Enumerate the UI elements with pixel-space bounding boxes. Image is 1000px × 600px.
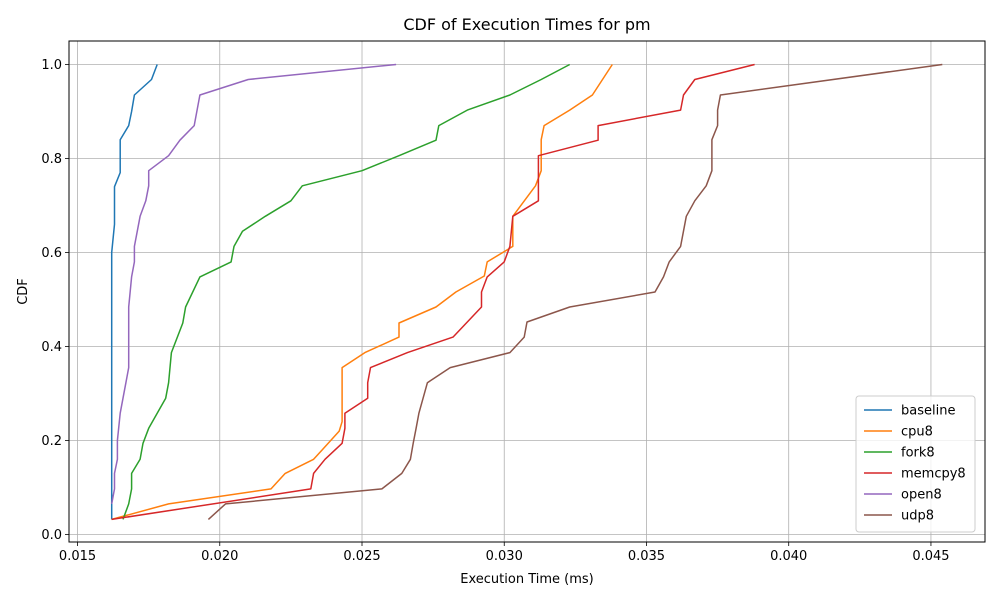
legend: baseline cpu8 fork8 memcpy8 open8 udp8 [855, 395, 976, 533]
legend-label-baseline: baseline [901, 404, 955, 419]
series-line-memcpy8 [111, 63, 755, 521]
series-line-udp8 [207, 63, 943, 520]
x-axis-label: Execution Time (ms) [460, 572, 593, 587]
axis-ticks: 0.015 0.020 0.025 0.030 0.035 0.040 0.045 0.0 0.… [41, 58, 949, 564]
x-tick-label: 0.040 [770, 549, 807, 564]
legend-box [855, 395, 976, 533]
chart-title: CDF of Execution Times for pm [403, 15, 650, 34]
grid [69, 41, 985, 542]
x-tick-label: 0.035 [628, 549, 665, 564]
series-line-open8 [110, 63, 397, 505]
y-tick-label: 0.0 [41, 528, 62, 543]
legend-label-memcpy8: memcpy8 [901, 467, 966, 482]
y-tick-label: 1.0 [41, 58, 62, 73]
series-lines [110, 63, 943, 521]
legend-label-cpu8: cpu8 [901, 425, 933, 440]
legend-label-fork8: fork8 [901, 446, 935, 461]
y-tick-label: 0.6 [41, 246, 62, 261]
x-tick-label: 0.025 [343, 549, 380, 564]
x-tick-label: 0.030 [486, 549, 523, 564]
x-tick-label: 0.015 [59, 549, 96, 564]
series-line-baseline [110, 64, 158, 520]
x-tick-label: 0.020 [201, 549, 238, 564]
legend-label-open8: open8 [901, 488, 942, 503]
plot-frame [68, 40, 986, 543]
series-line-cpu8 [111, 64, 613, 521]
y-tick-label: 0.2 [41, 434, 62, 449]
y-tick-label: 0.4 [41, 340, 62, 355]
series-line-fork8 [122, 63, 571, 520]
y-axis-label: CDF [16, 278, 31, 305]
x-tick-label: 0.045 [912, 549, 949, 564]
y-tick-label: 0.8 [41, 152, 62, 167]
legend-label-udp8: udp8 [901, 509, 934, 524]
